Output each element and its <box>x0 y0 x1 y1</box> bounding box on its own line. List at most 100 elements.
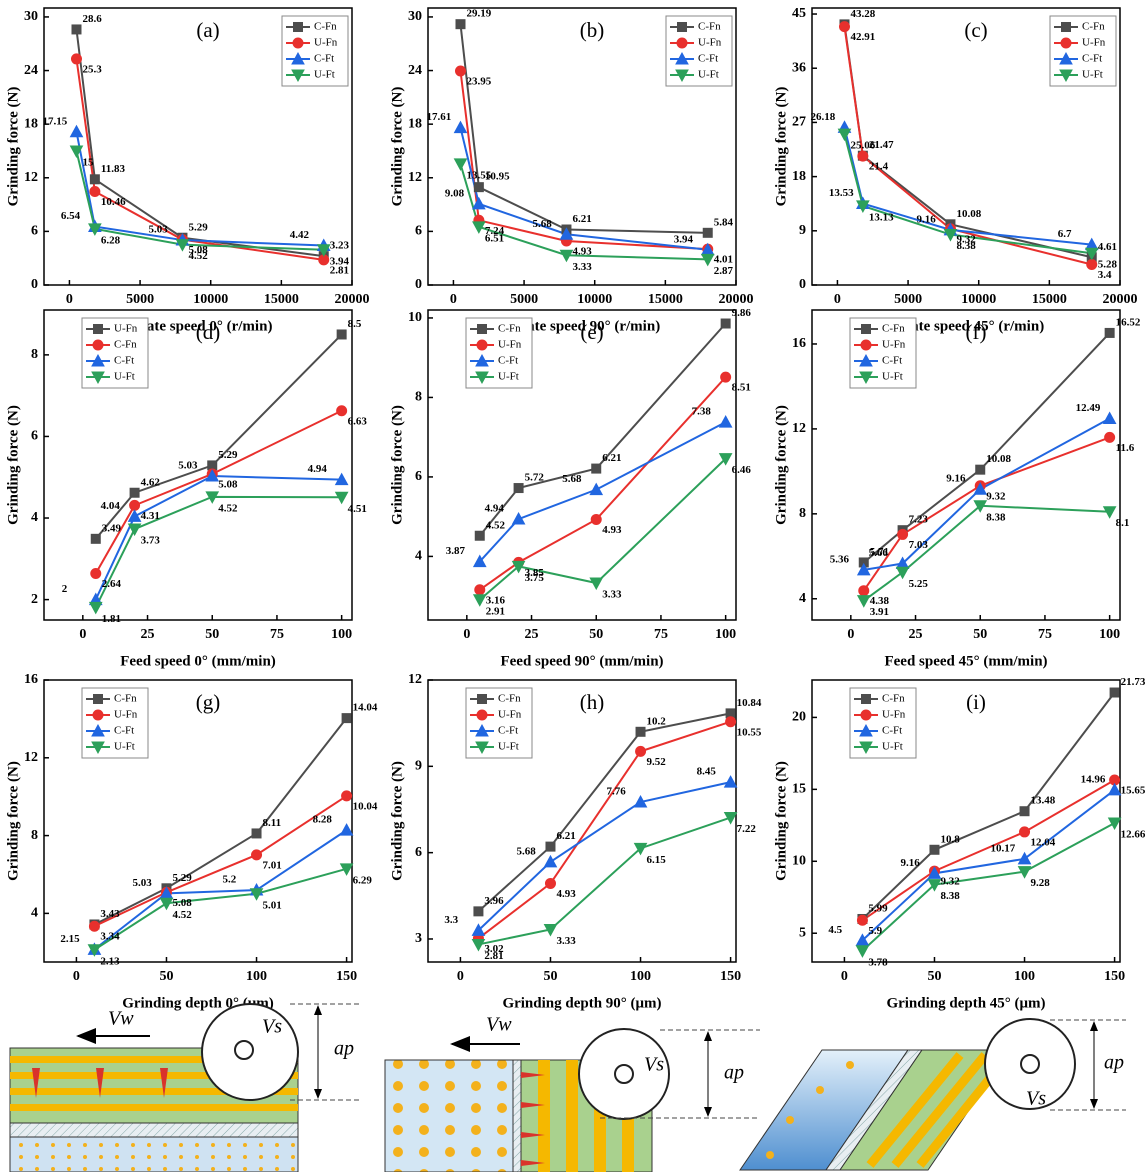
marker <box>511 512 526 525</box>
marker <box>477 694 487 704</box>
series-line <box>861 691 1116 920</box>
data-label: 9.32 <box>986 490 1006 502</box>
ap-label: ap <box>334 1038 354 1060</box>
data-label: 2 <box>62 583 68 595</box>
data-label: 14.96 <box>1081 773 1106 785</box>
marker <box>543 923 558 937</box>
y-axis-label: Grinding force (N) <box>5 405 21 525</box>
data-label: 25.3 <box>82 63 102 75</box>
series-line <box>478 816 731 946</box>
marker <box>336 329 347 340</box>
y-tick-label: 6 <box>415 224 422 239</box>
data-label: 3.94 <box>330 255 350 267</box>
data-label: 12.66 <box>1121 829 1146 841</box>
y-axis-label: Grinding force (N) <box>773 405 789 525</box>
x-tick-label: 0 <box>450 292 457 307</box>
legend-label: U-Ft <box>498 741 519 753</box>
data-label: 6.21 <box>556 830 575 842</box>
legend-label: C-Ft <box>314 53 334 65</box>
marker <box>251 849 263 861</box>
data-label: 4.5 <box>828 924 842 936</box>
legend-label: C-Ft <box>698 53 718 65</box>
marker <box>454 65 466 77</box>
marker <box>334 491 349 505</box>
marker <box>1019 826 1031 838</box>
y-tick-label: 12 <box>24 750 38 765</box>
data-label: 3.96 <box>484 895 504 907</box>
marker <box>943 229 958 242</box>
fiber-dot <box>766 1151 774 1159</box>
y-tick-label: 2 <box>31 592 38 607</box>
data-label: 5.03 <box>178 460 198 472</box>
interlayer <box>512 1059 522 1172</box>
data-label: 9.08 <box>445 187 465 199</box>
plot-frame <box>811 309 1121 621</box>
data-label: 6.51 <box>485 232 504 244</box>
data-label: 8.38 <box>956 240 976 252</box>
marker <box>341 713 352 724</box>
marker <box>472 594 487 607</box>
marker <box>69 124 84 138</box>
y-tick-label: 16 <box>24 672 38 687</box>
data-label: 4.93 <box>572 245 592 257</box>
marker <box>293 22 303 32</box>
x-tick-label: 15000 <box>1032 292 1067 307</box>
data-label: 16.52 <box>1116 316 1141 328</box>
series-line <box>479 421 727 563</box>
y-tick-label: 12 <box>408 672 422 687</box>
data-label: 12.04 <box>1031 836 1056 848</box>
data-label: 28.6 <box>82 13 102 25</box>
marker <box>559 249 574 263</box>
series-line <box>843 133 1092 255</box>
marker <box>1107 817 1122 831</box>
legend-label: C-Ft <box>498 355 518 367</box>
marker <box>69 145 84 159</box>
marker <box>513 483 524 494</box>
marker <box>341 790 353 802</box>
ap-label: ap <box>1104 1052 1124 1074</box>
data-label: 8.28 <box>313 814 333 826</box>
marker <box>859 741 873 755</box>
series-line <box>479 457 727 601</box>
x-tick-label: 20000 <box>335 292 370 307</box>
data-label: 5.9 <box>868 925 882 937</box>
fiber <box>10 1056 298 1063</box>
legend-label: C-Ft <box>114 725 134 737</box>
data-label: 6.7 <box>1058 228 1072 240</box>
x-tick-label: 25 <box>141 627 155 642</box>
marker <box>1109 687 1120 698</box>
marker <box>249 888 264 901</box>
marker <box>718 453 733 466</box>
plot-frame <box>811 7 1121 286</box>
marker <box>675 51 689 65</box>
legend-label: U-Ft <box>314 69 335 81</box>
x-tick-label: 0 <box>79 627 86 642</box>
marker <box>837 128 852 142</box>
legend-label: C-Fn <box>698 21 721 33</box>
data-label: 15 <box>82 156 94 168</box>
data-label: 6.21 <box>572 213 591 225</box>
y-tick-label: 10 <box>408 310 422 325</box>
legend-label: U-Ft <box>882 741 903 753</box>
x-tick-label: 50 <box>589 627 603 642</box>
interlayer <box>9 1122 299 1138</box>
marker <box>676 37 688 49</box>
marker <box>292 37 304 49</box>
y-tick-label: 8 <box>31 828 38 843</box>
marker <box>929 844 940 855</box>
plot-frame <box>811 679 1121 963</box>
legend-label: C-Fn <box>498 323 521 335</box>
legend-label: C-Fn <box>882 693 905 705</box>
marker <box>205 468 220 482</box>
data-label: 7.38 <box>692 406 712 418</box>
data-label: 3.33 <box>556 935 576 947</box>
marker <box>92 339 104 351</box>
crack <box>96 1068 104 1098</box>
schematic-1: Vw Vs ap <box>384 1014 760 1172</box>
marker <box>559 227 574 240</box>
x-tick-label: 0 <box>457 969 464 984</box>
panel-label: (h) <box>580 690 605 714</box>
marker <box>1059 69 1073 83</box>
x-tick-label: 50 <box>205 627 219 642</box>
